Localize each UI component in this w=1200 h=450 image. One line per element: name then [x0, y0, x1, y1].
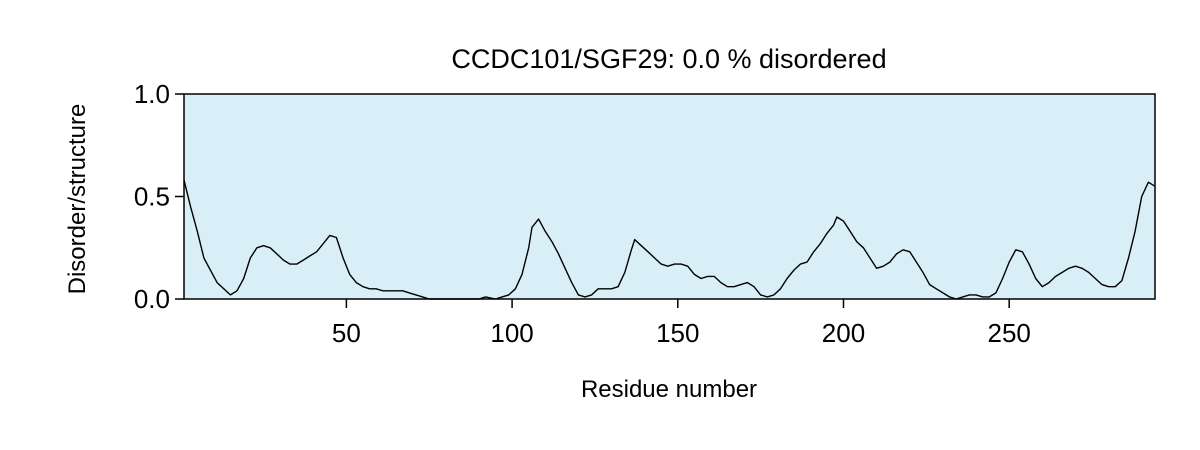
y-axis-label: Disorder/structure: [64, 104, 91, 295]
x-tick-label: 200: [822, 318, 865, 348]
disorder-line: [183, 179, 1156, 300]
y-axis-ticks: 0.0 0.5 1.0: [134, 79, 184, 314]
x-tick-label: 150: [656, 318, 699, 348]
y-tick-label: 0.5: [134, 182, 170, 212]
plot-frame: [183, 93, 1156, 300]
plot-area: [184, 94, 1155, 299]
y-tick-label: 0.0: [134, 284, 170, 314]
y-tick-label: 1.0: [134, 79, 170, 109]
x-axis-label: Residue number: [581, 376, 757, 403]
x-tick-label: 50: [332, 318, 361, 348]
x-tick-label: 250: [987, 318, 1030, 348]
x-tick-label: 100: [490, 318, 533, 348]
x-axis-ticks: 50 100 150 200 250: [332, 299, 1031, 348]
chart-title: CCDC101/SGF29: 0.0 % disordered: [451, 44, 886, 74]
